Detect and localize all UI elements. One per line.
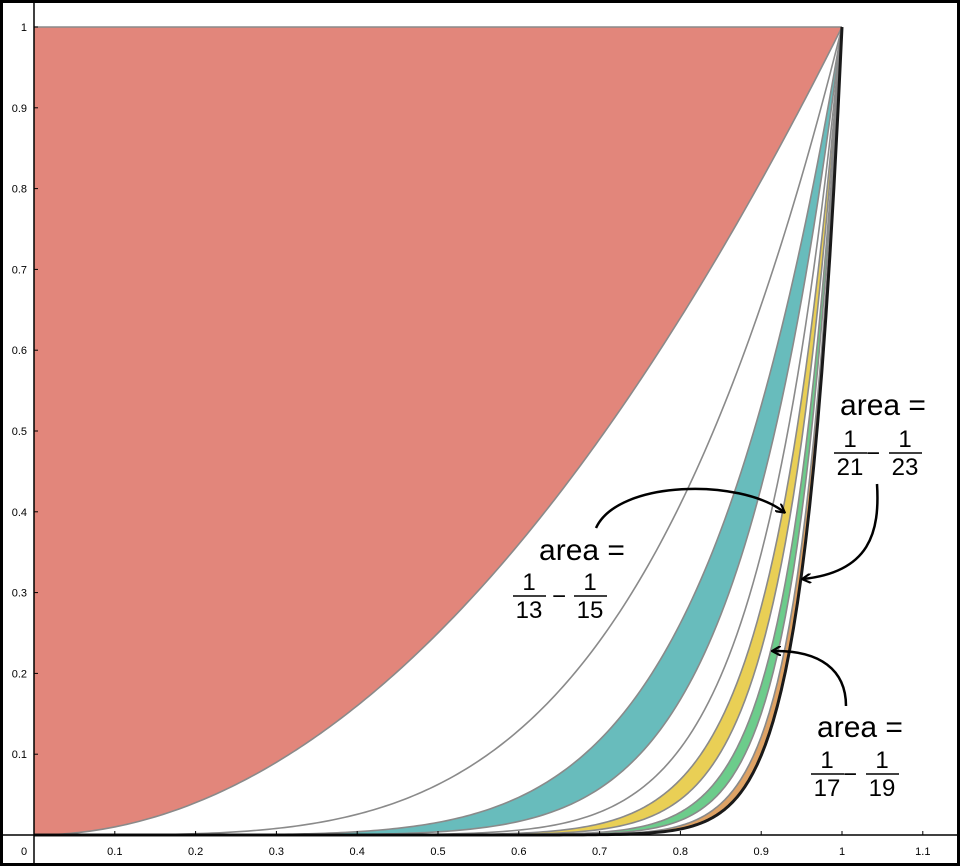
annotation-minus: − — [843, 761, 857, 788]
x-tick-label: 0.4 — [350, 846, 365, 858]
shaded-region-0 — [34, 27, 842, 835]
x-tick-label: 1 — [839, 846, 845, 858]
y-tick-label: 0.4 — [12, 507, 27, 519]
annotation-arrow — [773, 651, 848, 707]
annotation-numerator-2: 1 — [875, 747, 888, 774]
annotation-word: area = — [840, 389, 926, 422]
annotation-minus: − — [866, 440, 880, 467]
annotation-word: area = — [539, 534, 625, 567]
annotation-2: area =117−119 — [773, 651, 903, 802]
annotation-numerator-1: 1 — [522, 569, 535, 596]
y-tick-label: 0.8 — [12, 184, 27, 196]
annotation-arrow — [803, 483, 879, 579]
x-tick-label: 0.8 — [673, 846, 688, 858]
y-tick-label: 1 — [21, 22, 27, 34]
x-tick-label: 0.1 — [107, 846, 122, 858]
x-tick-label: 0.2 — [188, 846, 203, 858]
x-tick-label: 0 — [21, 846, 27, 858]
annotation-denominator-1: 17 — [814, 775, 841, 802]
annotation-denominator-2: 19 — [869, 775, 896, 802]
y-tick-label: 0.1 — [12, 749, 27, 761]
y-tick-label: 0.2 — [12, 668, 27, 680]
x-tick-label: 0.3 — [269, 846, 284, 858]
y-tick-label: 0.7 — [12, 264, 27, 276]
annotation-word: area = — [817, 711, 903, 744]
annotation-numerator-1: 1 — [820, 747, 833, 774]
annotation-denominator-2: 23 — [892, 454, 919, 481]
annotation-1: area =121−123 — [803, 389, 926, 579]
annotation-numerator-2: 1 — [583, 569, 596, 596]
y-tick-label: 0.9 — [12, 103, 27, 115]
curve-x2 — [33, 26, 843, 836]
shaded-regions — [34, 27, 842, 835]
annotation-denominator-1: 21 — [837, 454, 864, 481]
annotation-minus: − — [552, 583, 566, 610]
annotation-0: area =113−115 — [513, 487, 784, 624]
annotation-arrow — [594, 487, 784, 529]
y-tick-label: 0.5 — [12, 426, 27, 438]
y-tick-label: 0.6 — [12, 345, 27, 357]
x-tick-label: 0.9 — [754, 846, 769, 858]
annotation-numerator-2: 1 — [898, 426, 911, 453]
annotation-denominator-1: 13 — [516, 597, 543, 624]
annotation-denominator-2: 15 — [577, 597, 604, 624]
x-tick-label: 0.6 — [511, 846, 526, 858]
annotation-numerator-1: 1 — [843, 426, 856, 453]
x-tick-label: 1.1 — [915, 846, 930, 858]
x-tick-label: 0.5 — [430, 846, 445, 858]
x-tick-label: 0.7 — [592, 846, 607, 858]
y-tick-label: 0.3 — [12, 588, 27, 600]
